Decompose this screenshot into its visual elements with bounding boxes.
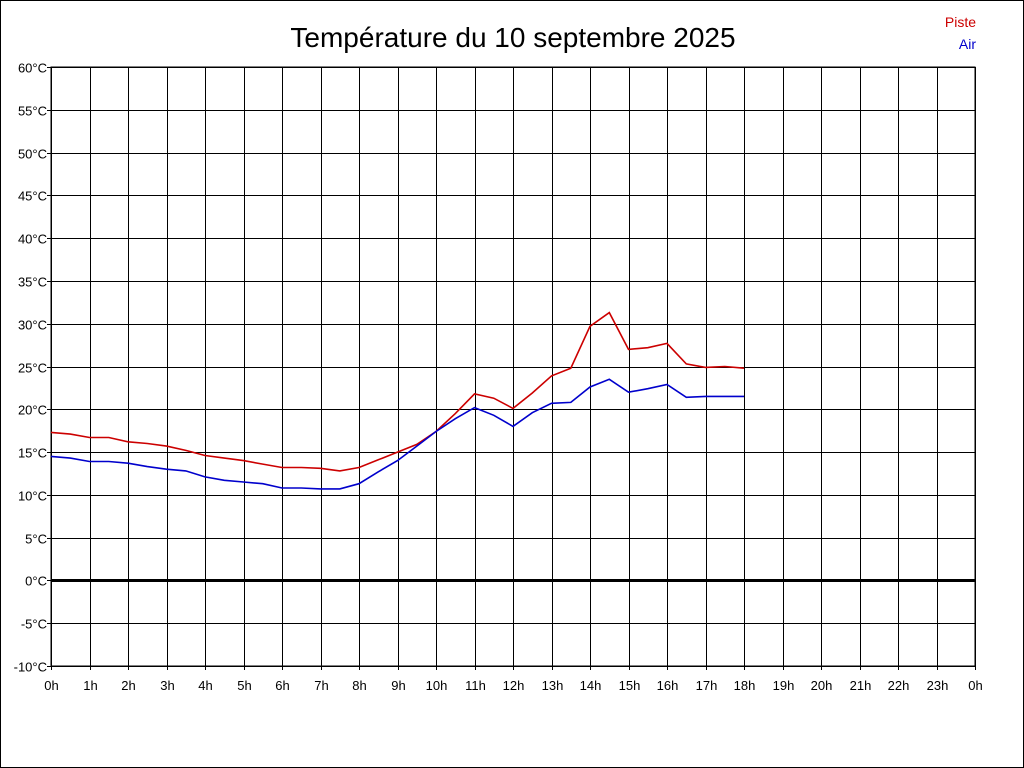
x-tick-label: 6h: [275, 678, 289, 693]
x-tick-label: 21h: [850, 678, 872, 693]
x-tick-label: 9h: [391, 678, 405, 693]
series-lines: [50, 311, 745, 490]
x-tick-label: 18h: [734, 678, 756, 693]
legend-entry-air: Air: [959, 36, 976, 52]
y-tick-label: 0°C: [25, 574, 47, 589]
x-tick-label: 13h: [542, 678, 564, 693]
x-tick-label: 7h: [314, 678, 328, 693]
x-tick-label: 19h: [773, 678, 795, 693]
y-tick-label: 50°C: [18, 147, 47, 162]
x-tick-label: 16h: [657, 678, 679, 693]
x-tick-label: 20h: [811, 678, 833, 693]
x-tick-label: 5h: [237, 678, 251, 693]
x-tick-label: 14h: [580, 678, 602, 693]
x-axis-ticks: 0h 1h 2h 3h 4h 5h 6h 7h 8h 9h 10h 11h 12h 13h 14h 15h 16…: [44, 678, 982, 693]
x-tick-label: 8h: [352, 678, 366, 693]
x-tick-label: 17h: [696, 678, 718, 693]
x-tick-label: 23h: [927, 678, 949, 693]
legend: Piste Air: [945, 14, 976, 52]
y-tick-label: 10°C: [18, 489, 47, 504]
y-axis-ticks: 60°C 55°C 50°C 45°C 40°C 35°C 30°C 25°C 20°C 15°C…: [14, 61, 47, 675]
y-tick-label: 45°C: [18, 189, 47, 204]
y-tick-label: 35°C: [18, 275, 47, 290]
y-tick-label: 20°C: [18, 403, 47, 418]
y-tick-label: -5°C: [21, 617, 47, 632]
x-tick-label: 12h: [503, 678, 525, 693]
x-tick-label: 3h: [160, 678, 174, 693]
x-tick-label: 2h: [121, 678, 135, 693]
chart-title: Température du 10 septembre 2025: [290, 22, 735, 53]
y-tick-label: 15°C: [18, 446, 47, 461]
x-tick-label: 22h: [888, 678, 910, 693]
x-tick-label: 4h: [198, 678, 212, 693]
series-line-air: [50, 378, 744, 490]
x-tick-label: 1h: [83, 678, 97, 693]
x-tick-label: 11h: [465, 678, 486, 693]
series-line-piste: [50, 311, 745, 472]
y-tick-label: 5°C: [25, 532, 47, 547]
grid: [47, 66, 976, 670]
y-tick-label: 40°C: [18, 232, 47, 247]
x-tick-label: 10h: [426, 678, 448, 693]
y-tick-label: 30°C: [18, 318, 47, 333]
x-tick-label: 15h: [619, 678, 641, 693]
legend-entry-piste: Piste: [945, 14, 976, 30]
y-tick-label: -10°C: [14, 660, 47, 675]
y-tick-label: 25°C: [18, 361, 47, 376]
x-tick-label: 0h: [44, 678, 58, 693]
x-tick-label: 0h: [968, 678, 982, 693]
y-tick-label: 55°C: [18, 104, 47, 119]
y-tick-label: 60°C: [18, 61, 47, 76]
